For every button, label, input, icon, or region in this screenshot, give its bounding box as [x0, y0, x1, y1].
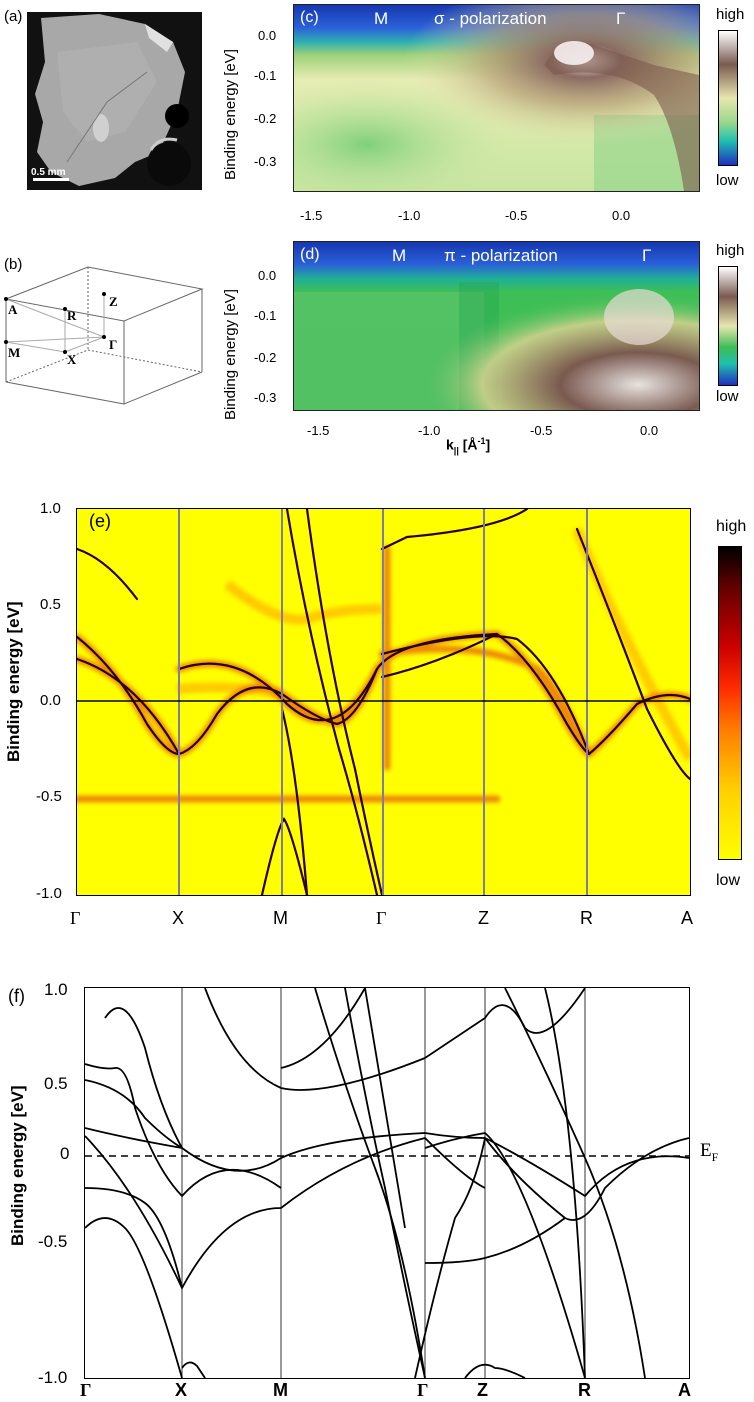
- panel-e-kpoint-r: R: [580, 908, 593, 928]
- panel-c-xtick-0: -1.5: [300, 208, 323, 223]
- panel-e-ylabel: Binding energy [eV]: [4, 601, 23, 762]
- panel-e-ytick-0: 1.0: [40, 500, 61, 517]
- panel-d-ytick-3: -0.3: [254, 390, 277, 405]
- panel-d-arpes-map: M π - polarization Γ (d): [293, 241, 700, 411]
- panel-d-xtick-1: -1.0: [418, 423, 441, 438]
- panel-e-ytick-4: -1.0: [36, 885, 62, 902]
- panel-d-colorbar-high: high: [716, 242, 745, 259]
- panel-e-ytick-1: 0.5: [40, 596, 61, 613]
- panel-f-kpoint-gamma2: Γ: [417, 1380, 429, 1400]
- bz-point-r: R: [67, 308, 77, 323]
- panel-a-label: (a): [4, 8, 23, 25]
- panel-e-colorbar-high: high: [716, 518, 747, 535]
- scalebar-text: 0.5 mm: [31, 167, 66, 178]
- xlabel-end: ]: [485, 436, 491, 453]
- panel-f-ytick-3: -0.5: [38, 1232, 68, 1251]
- panel-e-ytick-2: 0.0: [40, 692, 61, 709]
- fermi-level-label: EF: [700, 1140, 718, 1165]
- xlabel-k: k: [446, 436, 454, 453]
- panel-f-ytick-0: 1.0: [44, 980, 68, 999]
- bz-point-a: A: [8, 302, 18, 317]
- panel-d-ytick-0: 0.0: [258, 268, 277, 283]
- panel-f-kpoint-z: Z: [477, 1380, 488, 1400]
- panel-d-label: (d): [300, 246, 320, 263]
- panel-f-band-structure: [84, 987, 690, 1379]
- brillouin-zone-diagram: Z A R M X Γ: [0, 262, 210, 412]
- panel-e-kpoint-gamma2: Γ: [376, 908, 387, 928]
- panel-e-label: (e): [89, 511, 111, 531]
- panel-f-label: (f): [8, 986, 25, 1006]
- panel-c-colorbar-high: high: [716, 6, 745, 23]
- panel-c-heading-gamma: Γ: [616, 9, 626, 28]
- fermi-e: E: [700, 1140, 712, 1161]
- panel-c-ytick-3: -0.3: [254, 154, 277, 169]
- panel-f-kpoint-r: R: [578, 1380, 591, 1400]
- panel-c-label: (c): [300, 9, 319, 26]
- panel-f-kpoint-x: X: [175, 1380, 188, 1400]
- panel-f-ytick-1: 0.5: [44, 1074, 68, 1093]
- panel-d-xtick-2: -0.5: [530, 423, 553, 438]
- panel-d-heading-polarization: π - polarization: [444, 246, 558, 265]
- panel-f-kpoint-m: M: [273, 1380, 288, 1400]
- panel-e-bands: [77, 509, 690, 895]
- panel-e-ytick-3: -0.5: [36, 788, 62, 805]
- panel-c-heading-m: M: [374, 9, 389, 28]
- fermi-sub: F: [711, 1149, 719, 1164]
- xlabel-sup: -1: [477, 436, 486, 446]
- panel-c-ytick-0: 0.0: [258, 28, 277, 43]
- panel-d-heading-gamma: Γ: [642, 246, 652, 265]
- panel-d-heading-m: M: [392, 246, 407, 265]
- bz-point-gamma: Γ: [109, 337, 118, 352]
- panel-f-bands: [85, 988, 689, 1378]
- panel-f-ylabel: Binding energy [eV]: [8, 1085, 27, 1246]
- panel-c-colorbar-low: low: [716, 172, 739, 189]
- panel-c-ylabel: Binding energy [eV]: [222, 49, 239, 180]
- panel-c-xtick-3: 0.0: [612, 208, 631, 223]
- panel-c-xtick-1: -1.0: [398, 208, 421, 223]
- panel-c-ytick-1: -0.1: [254, 68, 277, 83]
- bz-point-z: Z: [109, 294, 118, 309]
- panel-e-kpoint-z: Z: [478, 908, 489, 928]
- panel-b-label: (b): [4, 256, 23, 273]
- sample-image: [33, 14, 191, 186]
- bz-point-m: M: [8, 345, 21, 360]
- bz-point-x: X: [67, 352, 77, 367]
- xlabel-sub: ||: [453, 445, 459, 456]
- panel-d-ylabel: Binding energy [eV]: [222, 289, 239, 420]
- panel-e-kpoint-x: X: [172, 908, 185, 928]
- panel-d-colorbar: [718, 266, 738, 386]
- panel-c-ytick-2: -0.2: [254, 111, 277, 126]
- panel-f-ytick-2: 0: [60, 1144, 70, 1163]
- panel-d-colorbar-low: low: [716, 388, 739, 405]
- panel-f-ytick-4: -1.0: [38, 1368, 68, 1387]
- panel-d-xlabel: k|| [Å-1]: [446, 436, 490, 455]
- panel-e-kpoint-gamma: Γ: [70, 908, 81, 928]
- panel-e-colorbar-low: low: [716, 872, 741, 889]
- panel-d-ytick-1: -0.1: [254, 308, 277, 323]
- panel-e-kpoint-a: A: [681, 908, 694, 928]
- panel-c-heading-polarization: σ - polarization: [434, 9, 547, 28]
- panel-c-arpes-map: M σ - polarization Γ (c): [293, 4, 700, 192]
- panel-c-colorbar: [718, 30, 738, 166]
- panel-c-xtick-2: -0.5: [505, 208, 528, 223]
- panel-e-spectral-map: (e): [76, 508, 691, 896]
- panel-f-kpoint-a: A: [678, 1380, 691, 1400]
- panel-d-xtick-3: 0.0: [640, 423, 659, 438]
- panel-e-kpoint-m: M: [273, 908, 288, 928]
- sample-micrograph: 0.5 mm: [27, 12, 202, 190]
- xlabel-unit: [Å: [458, 436, 478, 453]
- panel-d-xtick-0: -1.5: [307, 423, 330, 438]
- panel-e-colorbar: [718, 546, 742, 860]
- panel-d-ytick-2: -0.2: [254, 350, 277, 365]
- panel-f-kpoint-gamma: Γ: [80, 1380, 92, 1400]
